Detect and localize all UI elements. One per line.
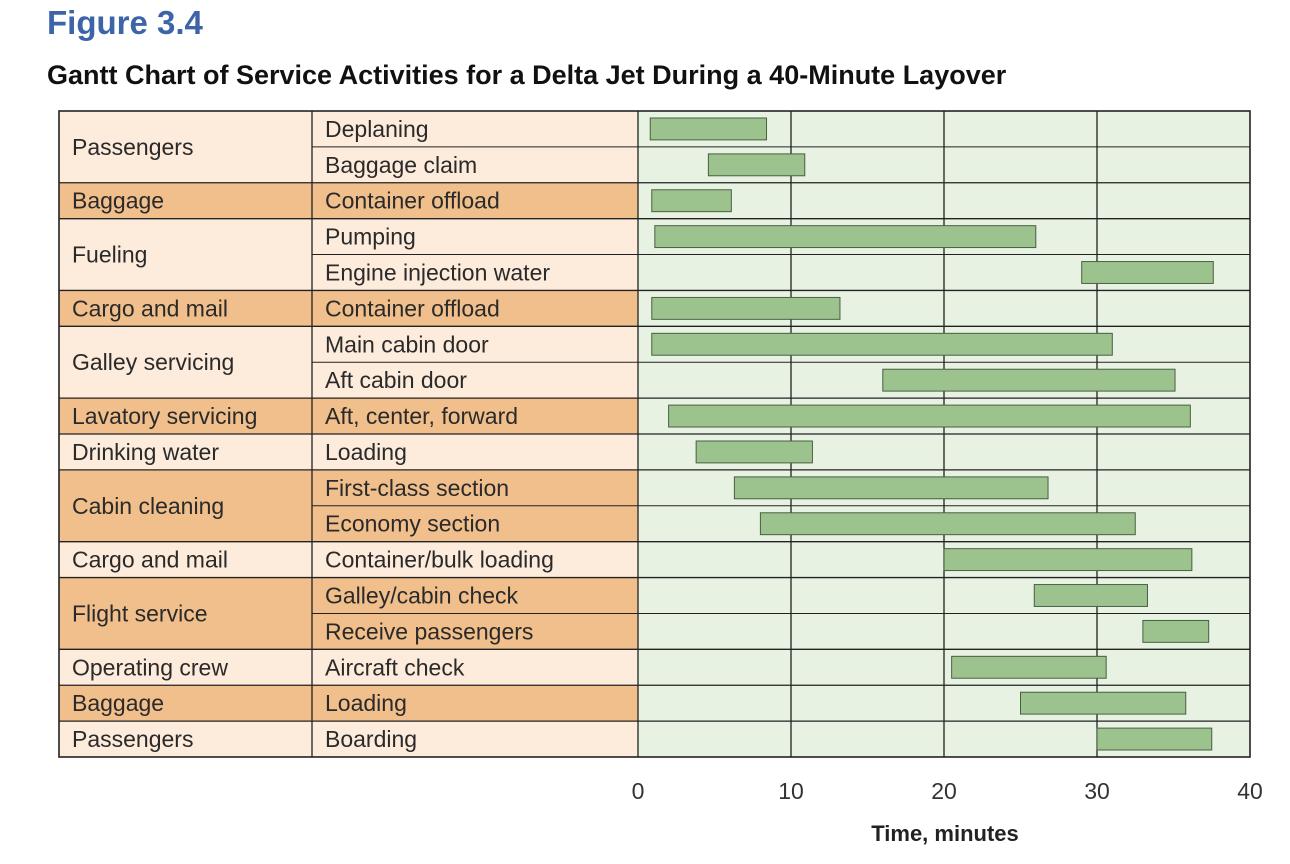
task-label: Container offload bbox=[325, 188, 500, 214]
x-tick-label: 30 bbox=[1084, 778, 1110, 804]
x-axis: 0 10 20 30 40 bbox=[58, 110, 1263, 804]
task-label: First-class section bbox=[325, 475, 509, 501]
group-label: Galley servicing bbox=[72, 349, 234, 375]
task-label: Engine injection water bbox=[325, 260, 550, 286]
group-row-background bbox=[59, 434, 638, 470]
task-label: Main cabin door bbox=[325, 331, 489, 357]
group-label: Fueling bbox=[72, 242, 147, 268]
task-label: Pumping bbox=[325, 224, 416, 250]
task-bar bbox=[1142, 619, 1210, 643]
task-label: Aft cabin door bbox=[325, 367, 467, 393]
x-tick-label: 10 bbox=[778, 778, 804, 804]
task-label: Baggage claim bbox=[325, 152, 477, 178]
task-bar bbox=[1033, 584, 1148, 607]
group-row-background bbox=[59, 398, 638, 434]
task-label: Aft, center, forward bbox=[325, 403, 518, 429]
task-bar bbox=[943, 548, 1193, 572]
task-label: Loading bbox=[325, 690, 407, 716]
group-label: Cargo and mail bbox=[72, 547, 228, 573]
task-bar bbox=[951, 655, 1107, 679]
group-label: Operating crew bbox=[72, 654, 228, 680]
figure-label: Figure 3.4 bbox=[47, 4, 203, 41]
group-label: Drinking water bbox=[72, 439, 219, 465]
table-frame bbox=[58, 110, 1251, 758]
task-label: Container offload bbox=[325, 295, 500, 321]
task-bar bbox=[733, 476, 1049, 500]
task-bar bbox=[654, 225, 1037, 249]
task-bars bbox=[649, 117, 1214, 751]
task-bar bbox=[651, 189, 732, 213]
group-row-background bbox=[59, 685, 638, 722]
group-label: Cabin cleaning bbox=[72, 493, 224, 519]
task-bar bbox=[651, 296, 841, 320]
group-label: Flight service bbox=[72, 600, 207, 626]
task-label: Receive passengers bbox=[325, 618, 533, 644]
task-bar bbox=[1081, 261, 1214, 284]
task-bar bbox=[1096, 727, 1213, 751]
x-tick-label: 20 bbox=[931, 778, 957, 804]
task-label: Aircraft check bbox=[325, 654, 465, 680]
group-label: Passengers bbox=[72, 726, 193, 752]
group-row-background bbox=[59, 721, 638, 757]
x-tick-label: 40 bbox=[1237, 778, 1263, 804]
task-bar bbox=[759, 512, 1136, 536]
task-label: Economy section bbox=[325, 511, 500, 537]
x-tick-label: 0 bbox=[632, 778, 645, 804]
group-label: Baggage bbox=[72, 690, 164, 716]
group-row-background bbox=[59, 290, 638, 327]
task-bar bbox=[668, 404, 1191, 428]
group-label: Cargo and mail bbox=[72, 295, 228, 321]
task-bar bbox=[651, 332, 1113, 356]
chart-title: Gantt Chart of Service Activities for a … bbox=[47, 60, 1007, 90]
task-label: Deplaning bbox=[325, 116, 429, 142]
group-label: Baggage bbox=[72, 188, 164, 214]
group-label: Passengers bbox=[72, 134, 193, 160]
task-bar bbox=[649, 117, 768, 141]
table-rows: Passengers Deplaning Baggage claim Baggage C… bbox=[59, 111, 1250, 757]
task-bar bbox=[695, 440, 813, 464]
group-row-background bbox=[59, 182, 638, 219]
task-bar bbox=[707, 153, 806, 177]
task-bar bbox=[882, 368, 1176, 392]
task-label: Loading bbox=[325, 439, 407, 465]
task-label: Boarding bbox=[325, 726, 417, 752]
task-label: Container/bulk loading bbox=[325, 547, 554, 573]
x-axis-label: Time, minutes bbox=[871, 821, 1019, 846]
task-bar bbox=[1020, 691, 1187, 715]
task-label: Galley/cabin check bbox=[325, 583, 519, 609]
group-label: Lavatory servicing bbox=[72, 403, 257, 429]
group-row-background bbox=[59, 541, 638, 578]
group-row-background bbox=[59, 649, 638, 686]
